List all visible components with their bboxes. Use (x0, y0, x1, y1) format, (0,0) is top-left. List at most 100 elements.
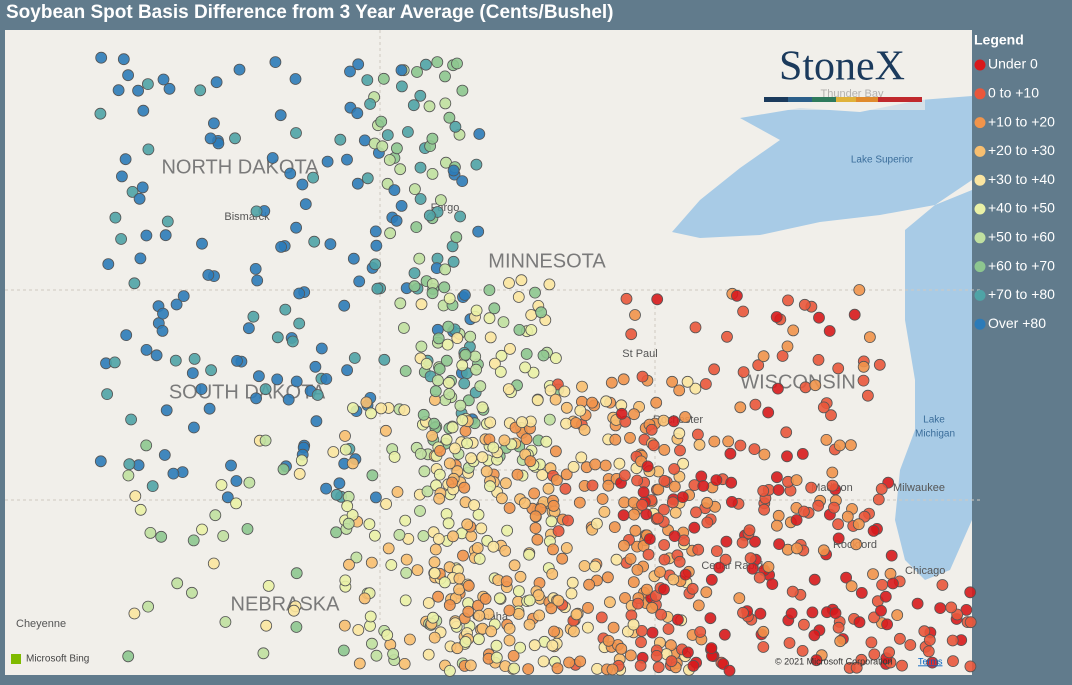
location-dot (503, 634, 516, 647)
location-dot (375, 115, 388, 128)
location-dot (432, 590, 445, 603)
location-dot (456, 414, 469, 427)
location-dot (749, 398, 762, 411)
location-dot (720, 535, 733, 548)
location-dot (511, 468, 524, 481)
location-dot (459, 425, 472, 437)
location-dot (679, 568, 692, 581)
location-dot (499, 545, 512, 557)
location-dot (321, 155, 334, 168)
place-label: Lake (923, 415, 945, 426)
location-dot (529, 286, 541, 299)
location-dot (796, 447, 809, 460)
location-dot (171, 577, 184, 590)
location-dot (549, 393, 562, 406)
title: Soybean Spot Basis Difference from 3 Yea… (6, 2, 614, 23)
location-dot (293, 467, 306, 480)
location-dot (722, 435, 735, 448)
location-dot (443, 457, 456, 470)
location-dot (708, 363, 720, 376)
location-dot (879, 590, 892, 603)
location-dot (420, 357, 433, 370)
location-dot (525, 324, 538, 336)
location-dot (658, 539, 670, 551)
location-dot (125, 413, 138, 426)
location-dot (439, 263, 452, 276)
location-dot (560, 401, 573, 414)
location-dot (677, 457, 689, 470)
location-dot (881, 618, 893, 631)
state-label: MINNESOTA (488, 250, 606, 272)
location-dot (896, 659, 908, 672)
location-dot (883, 646, 895, 659)
location-dot (655, 608, 667, 621)
location-dot (428, 556, 441, 569)
location-dot (503, 502, 516, 514)
location-dot (645, 423, 658, 436)
location-dot (688, 521, 701, 534)
location-dot (576, 380, 588, 393)
location-dot (693, 438, 706, 451)
lake-michigan (895, 190, 972, 580)
location-dot (431, 56, 444, 68)
location-dot (185, 586, 198, 599)
location-dot (351, 107, 364, 120)
location-dot (515, 274, 528, 287)
location-dot (791, 542, 803, 555)
location-dot (582, 621, 594, 634)
location-dot (586, 396, 598, 409)
location-dot (560, 542, 573, 554)
location-dot (832, 621, 845, 634)
location-dot (512, 291, 525, 303)
location-dot (341, 153, 353, 166)
location-dot (441, 338, 454, 351)
location-dot (701, 496, 713, 509)
location-dot (604, 596, 616, 609)
location-dot (150, 349, 163, 362)
location-dot (771, 519, 783, 532)
location-dot (602, 479, 615, 492)
location-dot (508, 662, 520, 675)
location-dot (251, 274, 264, 287)
location-dot (140, 439, 153, 452)
location-dot (662, 623, 675, 635)
location-dot (826, 479, 839, 492)
location-dot (395, 199, 408, 212)
location-dot (636, 370, 649, 383)
location-dot (134, 252, 147, 265)
location-dot (458, 377, 471, 390)
location-dot (484, 416, 497, 429)
state-label: NORTH DAKOTA (161, 156, 319, 178)
location-dot (799, 381, 812, 394)
location-dot (832, 532, 845, 545)
location-dot (582, 602, 594, 614)
location-dot (242, 322, 255, 335)
location-dot (808, 629, 821, 642)
location-dot (382, 542, 395, 555)
location-dot (503, 277, 515, 289)
location-dot (841, 510, 854, 523)
location-dot (596, 493, 609, 505)
location-dot (629, 309, 641, 321)
location-dot (421, 485, 434, 498)
location-dot (627, 618, 640, 631)
location-dot (666, 375, 678, 388)
location-dot (365, 556, 378, 569)
legend-label: +60 to +70 (988, 257, 1055, 273)
location-dot (474, 380, 487, 393)
location-dot (290, 567, 303, 580)
location-dot (195, 383, 208, 396)
location-dot (796, 645, 809, 657)
location-dot (832, 362, 845, 375)
location-dot (338, 619, 351, 632)
location-dot (422, 597, 435, 609)
location-dot (241, 523, 254, 535)
location-dot (772, 484, 785, 496)
location-dot (697, 480, 710, 492)
location-dot (567, 460, 580, 473)
location-dot (289, 73, 302, 85)
terms-link[interactable]: Terms (918, 656, 943, 666)
location-dot (786, 585, 799, 598)
state-label: SOUTH DAKOTA (169, 381, 326, 403)
location-dot (160, 404, 173, 417)
